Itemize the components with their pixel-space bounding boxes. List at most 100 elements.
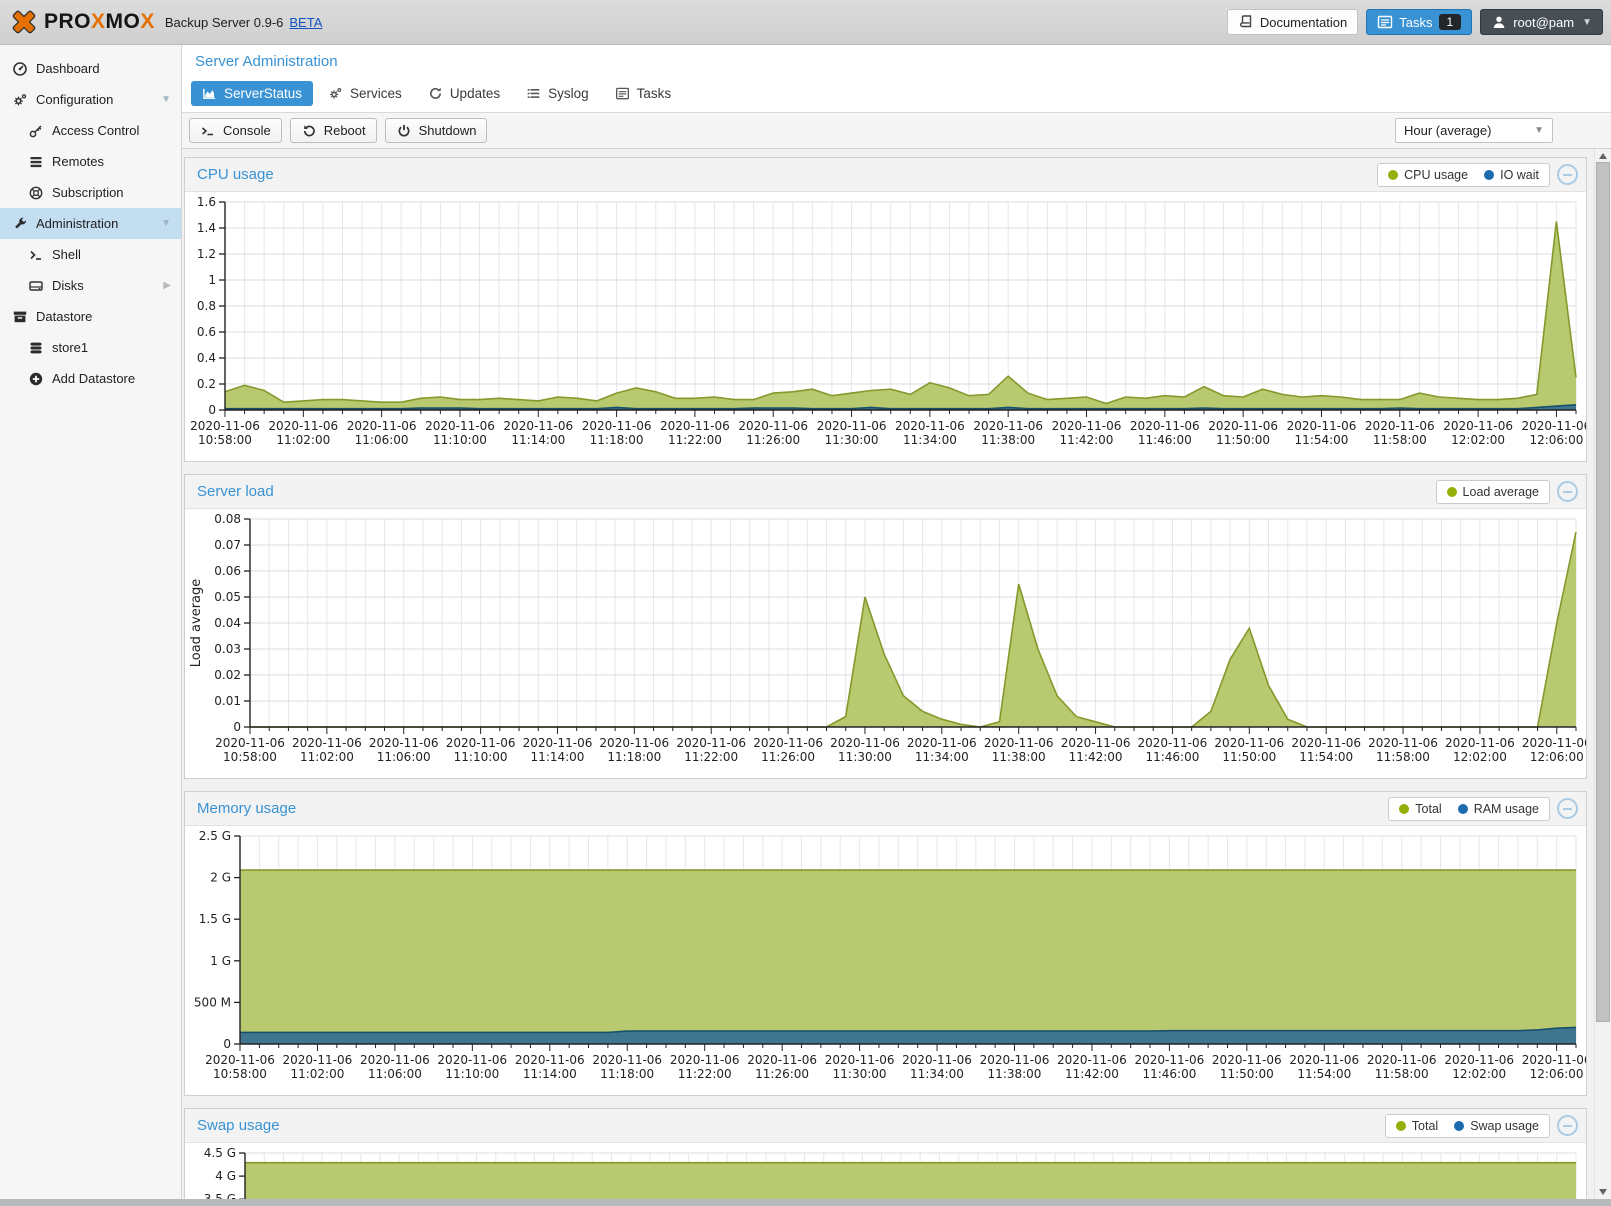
svg-text:2020-11-0611:02:00: 2020-11-0611:02:00 xyxy=(283,1053,353,1081)
tab-updates[interactable]: Updates xyxy=(417,81,511,106)
svg-text:0.8: 0.8 xyxy=(197,299,216,313)
action-toolbar: Console Reboot Shutdown Hour (average) ▼ xyxy=(182,112,1611,149)
svg-text:2020-11-0611:30:00: 2020-11-0611:30:00 xyxy=(825,1053,895,1081)
sidebar-item-dashboard[interactable]: Dashboard xyxy=(0,53,181,84)
svg-text:2020-11-0612:06:00: 2020-11-0612:06:00 xyxy=(1522,1053,1586,1081)
sidebar-item-subscription[interactable]: Subscription xyxy=(0,177,181,208)
svg-text:0.06: 0.06 xyxy=(214,564,241,578)
page-title: Server Administration xyxy=(195,53,338,70)
collapse-panel-button[interactable] xyxy=(1557,164,1578,185)
svg-text:500 M: 500 M xyxy=(194,995,231,1009)
memory-legend: Total RAM usage xyxy=(1388,797,1550,821)
swap-usage-panel: Swap usage Total Swap usage 4.5 G4 G3.5 … xyxy=(184,1108,1587,1199)
tab-syslog[interactable]: Syslog xyxy=(515,81,600,106)
legend-dot xyxy=(1447,487,1457,497)
svg-text:0.6: 0.6 xyxy=(197,325,216,339)
svg-text:2.5 G: 2.5 G xyxy=(199,829,231,843)
scroll-down-arrow[interactable] xyxy=(1599,1189,1607,1195)
beta-link[interactable]: BETA xyxy=(289,15,322,30)
svg-text:2020-11-0611:46:00: 2020-11-0611:46:00 xyxy=(1135,1053,1205,1081)
svg-text:2020-11-0611:18:00: 2020-11-0611:18:00 xyxy=(592,1053,662,1081)
shutdown-button[interactable]: Shutdown xyxy=(385,118,488,143)
archive-box-icon xyxy=(12,309,28,325)
svg-text:0.07: 0.07 xyxy=(214,538,241,552)
sidebar-item-store1[interactable]: store1 xyxy=(0,332,181,363)
svg-text:2020-11-0610:58:00: 2020-11-0610:58:00 xyxy=(205,1053,275,1081)
vertical-scrollbar[interactable] xyxy=(1594,149,1611,1199)
svg-text:2020-11-0611:22:00: 2020-11-0611:22:00 xyxy=(676,736,746,764)
svg-text:2020-11-0611:18:00: 2020-11-0611:18:00 xyxy=(599,736,669,764)
svg-text:2020-11-0611:26:00: 2020-11-0611:26:00 xyxy=(738,419,808,447)
tab-serverstatus[interactable]: ServerStatus xyxy=(191,81,313,106)
svg-text:2020-11-0611:14:00: 2020-11-0611:14:00 xyxy=(523,736,593,764)
panel-title: Server load xyxy=(197,483,274,500)
scrollbar-thumb[interactable] xyxy=(1596,162,1610,1022)
disk-icon xyxy=(28,278,44,294)
tab-services[interactable]: Services xyxy=(317,81,413,106)
legend-dot xyxy=(1396,1121,1406,1131)
svg-text:2020-11-0612:02:00: 2020-11-0612:02:00 xyxy=(1445,736,1515,764)
cpu-legend: CPU usage IO wait xyxy=(1377,163,1550,187)
svg-text:2020-11-0612:06:00: 2020-11-0612:06:00 xyxy=(1522,419,1586,447)
tab-tasks[interactable]: Tasks xyxy=(604,81,683,106)
chevron-down-icon: ▼ xyxy=(1582,17,1592,28)
svg-text:0.05: 0.05 xyxy=(214,590,241,604)
documentation-button[interactable]: Documentation xyxy=(1227,9,1358,35)
charts-scroll-region: CPU usage CPU usage IO wait 1.61.41.210.… xyxy=(182,149,1611,1199)
chevron-down-icon[interactable]: ▼ xyxy=(161,94,171,105)
svg-text:2020-11-0611:50:00: 2020-11-0611:50:00 xyxy=(1214,736,1284,764)
svg-text:2020-11-0612:06:00: 2020-11-0612:06:00 xyxy=(1522,736,1586,764)
sidebar-item-configuration[interactable]: Configuration ▼ xyxy=(0,84,181,115)
svg-text:2020-11-0611:22:00: 2020-11-0611:22:00 xyxy=(660,419,730,447)
svg-text:0.04: 0.04 xyxy=(214,616,241,630)
sidebar-item-shell[interactable]: Shell xyxy=(0,239,181,270)
time-range-select[interactable]: Hour (average) ▼ xyxy=(1395,118,1553,143)
book-icon xyxy=(1238,14,1254,30)
svg-text:2020-11-0611:50:00: 2020-11-0611:50:00 xyxy=(1212,1053,1282,1081)
svg-text:2020-11-0611:30:00: 2020-11-0611:30:00 xyxy=(830,736,900,764)
svg-text:0: 0 xyxy=(223,1037,231,1051)
panel-title: CPU usage xyxy=(197,166,274,183)
sidebar-item-add-datastore[interactable]: Add Datastore xyxy=(0,363,181,394)
console-button[interactable]: Console xyxy=(189,118,282,143)
gears-icon xyxy=(12,92,28,108)
sidebar-item-administration[interactable]: Administration ▼ xyxy=(0,208,181,239)
sidebar-item-disks[interactable]: Disks ▶ xyxy=(0,270,181,301)
svg-text:2020-11-0611:46:00: 2020-11-0611:46:00 xyxy=(1130,419,1200,447)
svg-text:2020-11-0611:38:00: 2020-11-0611:38:00 xyxy=(980,1053,1050,1081)
svg-text:2020-11-0611:54:00: 2020-11-0611:54:00 xyxy=(1291,736,1361,764)
svg-text:2020-11-0611:46:00: 2020-11-0611:46:00 xyxy=(1138,736,1208,764)
svg-text:2 G: 2 G xyxy=(210,871,231,885)
svg-text:2020-11-0611:50:00: 2020-11-0611:50:00 xyxy=(1208,419,1278,447)
legend-dot xyxy=(1399,804,1409,814)
sidebar-item-remotes[interactable]: Remotes xyxy=(0,146,181,177)
wrench-icon xyxy=(12,216,28,232)
chevron-down-icon: ▼ xyxy=(1534,125,1544,136)
gears-icon xyxy=(328,86,343,101)
svg-text:0.08: 0.08 xyxy=(214,512,241,526)
collapse-panel-button[interactable] xyxy=(1557,481,1578,502)
svg-text:Load average: Load average xyxy=(189,579,204,668)
product-version: Backup Server 0.9-6 xyxy=(165,15,284,30)
chevron-down-icon[interactable]: ▼ xyxy=(161,218,171,229)
svg-text:1 G: 1 G xyxy=(210,954,231,968)
log-lines-icon xyxy=(526,86,541,101)
svg-text:2020-11-0611:06:00: 2020-11-0611:06:00 xyxy=(360,1053,430,1081)
svg-text:3.5 G: 3.5 G xyxy=(204,1192,236,1199)
reboot-button[interactable]: Reboot xyxy=(290,118,377,143)
collapse-panel-button[interactable] xyxy=(1557,798,1578,819)
refresh-icon xyxy=(428,86,443,101)
tasks-button[interactable]: Tasks 1 xyxy=(1366,9,1472,35)
svg-text:2020-11-0611:26:00: 2020-11-0611:26:00 xyxy=(747,1053,817,1081)
scroll-up-arrow[interactable] xyxy=(1599,153,1607,159)
chevron-right-icon[interactable]: ▶ xyxy=(163,280,171,291)
sidebar-item-access-control[interactable]: Access Control xyxy=(0,115,181,146)
panel-title: Memory usage xyxy=(197,800,296,817)
terminal-icon xyxy=(200,123,216,139)
user-menu-button[interactable]: root@pam ▼ xyxy=(1480,9,1603,35)
svg-text:0.03: 0.03 xyxy=(214,642,241,656)
user-icon xyxy=(1491,14,1507,30)
collapse-panel-button[interactable] xyxy=(1557,1115,1578,1136)
dashboard-icon xyxy=(12,61,28,77)
sidebar-item-datastore[interactable]: Datastore xyxy=(0,301,181,332)
